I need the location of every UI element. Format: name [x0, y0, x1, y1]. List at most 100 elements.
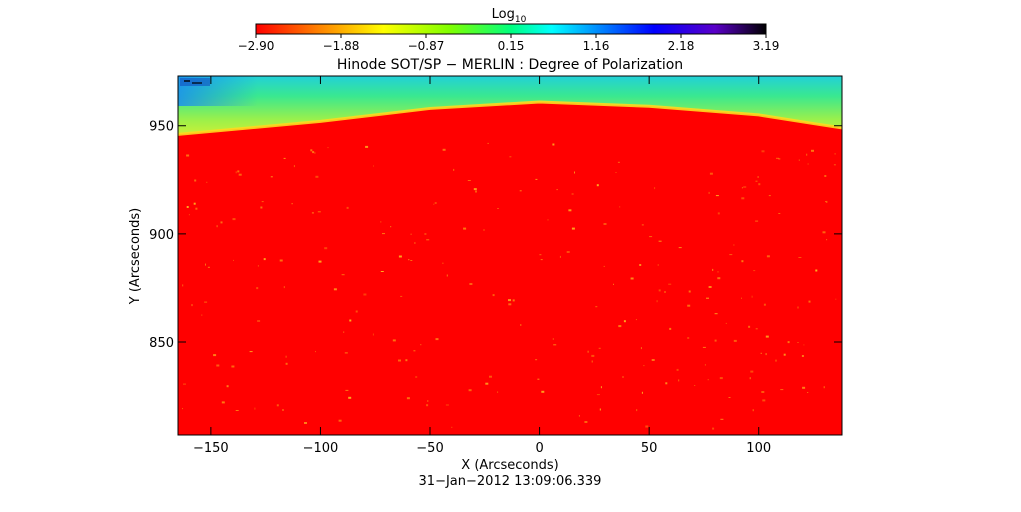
disk-speckle — [373, 165, 374, 167]
disk-speckle — [434, 202, 437, 204]
disk-speckle — [656, 300, 658, 303]
disk-speckle — [664, 291, 666, 293]
disk-speckle — [263, 258, 266, 261]
off-disk-left-shade — [178, 76, 842, 106]
corner-noise — [180, 78, 210, 86]
disk-speckle — [623, 320, 626, 323]
disk-speckle — [467, 180, 471, 181]
disk-speckle — [279, 259, 283, 262]
y-tick-label: 900 — [149, 228, 174, 243]
disk-speckle — [400, 295, 403, 297]
disk-speckle — [654, 187, 656, 190]
disk-speckle — [619, 206, 621, 208]
disk-speckle — [539, 254, 542, 256]
disk-speckle — [712, 427, 715, 430]
disk-speckle — [741, 187, 743, 189]
disk-speckle — [783, 353, 786, 356]
colorbar-ticks: −2.90 −1.88 −0.87 0.15 1.16 2.18 3.19 — [238, 34, 779, 53]
disk-speckle — [758, 183, 761, 186]
disk-speckle — [645, 425, 649, 428]
disk-speckle — [201, 314, 203, 316]
disk-speckle — [382, 233, 385, 235]
disk-speckle — [226, 385, 229, 388]
disk-speckle — [552, 143, 555, 146]
disk-speckle — [613, 283, 614, 285]
disk-speckle — [752, 409, 754, 412]
limb-glow — [178, 100, 842, 136]
disk-speckle — [595, 306, 598, 308]
disk-speckle — [410, 233, 412, 235]
disk-speckle — [497, 208, 499, 209]
disk-speckle — [708, 191, 710, 194]
colorbar-tick-label: −2.90 — [238, 39, 275, 53]
disk-speckle — [757, 176, 759, 178]
disk-speckle — [508, 303, 512, 306]
y-tick-label: 950 — [149, 120, 174, 135]
disk-speckle — [618, 325, 622, 328]
disk-speckle — [763, 303, 766, 306]
disk-speckle — [600, 386, 602, 389]
disk-speckle — [797, 306, 799, 309]
disk-speckle — [446, 274, 448, 277]
disk-speckle — [639, 264, 642, 266]
disk-speckle — [559, 255, 561, 258]
disk-speckle — [257, 265, 259, 267]
disk-speckle — [193, 202, 196, 205]
disk-speckle — [191, 304, 193, 307]
disk-speckle — [451, 426, 453, 428]
disk-speckle — [540, 259, 543, 261]
disk-speckle — [803, 344, 805, 346]
disk-speckle — [282, 409, 284, 411]
disk-speckle — [261, 201, 264, 203]
disk-speckle — [537, 378, 540, 380]
disk-speckle — [463, 227, 467, 230]
disk-speckle — [445, 404, 449, 406]
disk-speckle — [811, 149, 814, 152]
disk-speckle — [427, 400, 429, 402]
disk-speckle — [630, 277, 634, 280]
disk-speckle — [750, 370, 754, 373]
disk-speckle — [815, 269, 818, 272]
disk-speckle — [702, 346, 706, 348]
disk-speckle — [468, 389, 472, 392]
disk-speckle — [489, 375, 492, 378]
disk-speckle — [270, 176, 273, 178]
disk-speckle — [442, 148, 446, 151]
disk-speckle — [787, 341, 790, 344]
disk-speckle — [729, 254, 733, 256]
disk-speckle — [398, 255, 402, 258]
disk-speckle — [315, 351, 316, 353]
disk-speckle — [231, 365, 235, 368]
disk-speckle — [603, 223, 607, 225]
disk-speckle — [433, 203, 435, 205]
disk-speckle — [688, 290, 691, 293]
disk-speckle — [636, 409, 638, 412]
disk-speckle — [823, 386, 825, 389]
disk-speckle — [311, 212, 314, 214]
disk-speckle — [712, 268, 714, 271]
disk-speckle — [410, 260, 413, 261]
disk-speckle — [761, 150, 765, 153]
disk-speckle — [182, 408, 183, 410]
disk-speckle — [365, 145, 369, 148]
disk-speckle — [765, 353, 767, 356]
disk-speckle — [571, 193, 574, 195]
disk-speckle — [344, 352, 348, 354]
disk-speckle — [552, 338, 554, 340]
disk-speckle — [380, 271, 384, 272]
colorbar: Log10 −2.90 −1.88 −0.87 0.15 1.16 2.18 3.19 — [238, 7, 780, 53]
disk-speckle — [765, 335, 769, 338]
disk-speckle — [717, 277, 721, 280]
disk-speckle — [824, 175, 827, 177]
disk-speckle — [834, 153, 836, 155]
disk-speckle — [617, 161, 620, 163]
disk-speckle — [797, 342, 799, 343]
disk-speckle — [755, 220, 759, 222]
disk-speckle — [708, 286, 712, 288]
disk-speckle — [406, 397, 410, 400]
y-axis-label: Y (Arcseconds) — [128, 208, 143, 305]
disk-speckle — [802, 386, 806, 389]
disk-speckle — [207, 266, 210, 268]
disk-speckle — [556, 189, 558, 191]
disk-speckle — [283, 157, 286, 159]
